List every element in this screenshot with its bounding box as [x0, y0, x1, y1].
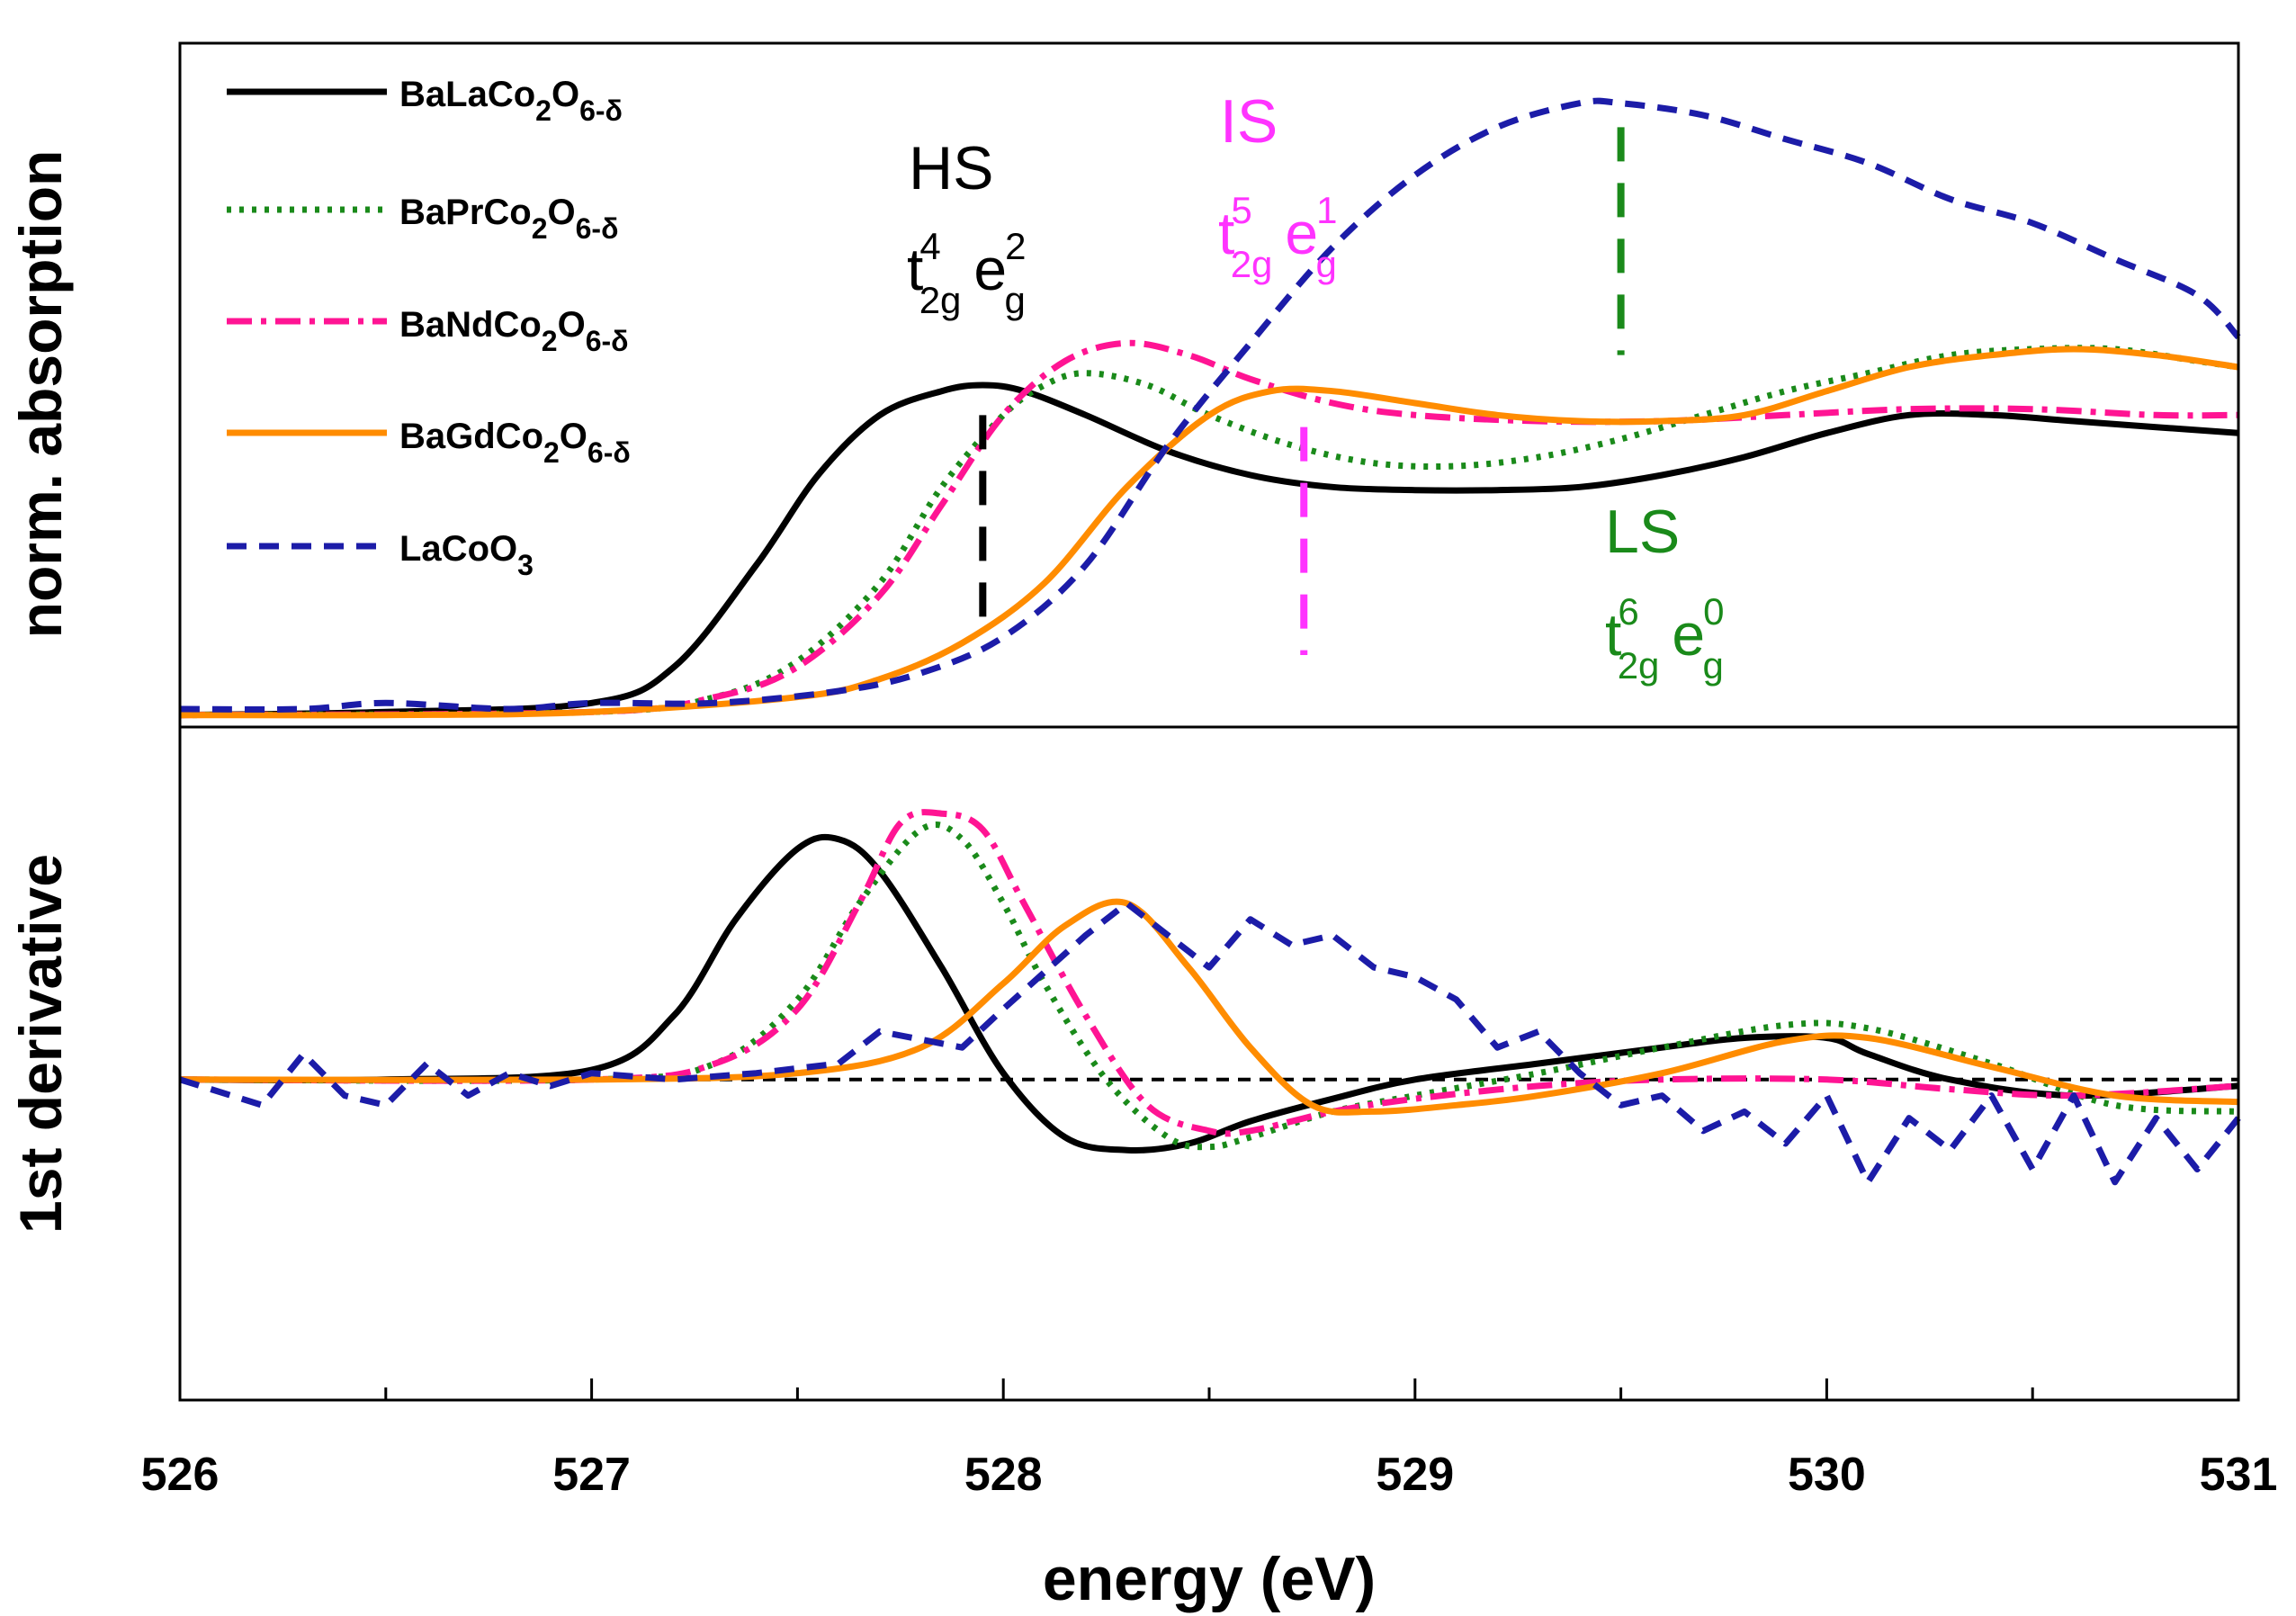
derivative-series-bandco: [179, 809, 2239, 1137]
legend-lacoo3-sub3: 3: [517, 549, 534, 581]
ls-e: e: [1672, 601, 1705, 668]
ls-e-sub: g: [1703, 644, 1724, 687]
legend-bagdco-O: O: [560, 417, 587, 456]
is-t-sup: 5: [1231, 189, 1251, 231]
x-tick-label: 526: [141, 1449, 220, 1501]
x-tick-label: 527: [552, 1449, 631, 1501]
legend: BaLaCo2O6-δ BaPrCo2O6-δ BaNdCo2O6-δ BaGd…: [227, 75, 631, 581]
legend-bandco-part1: BaNdCo: [399, 305, 542, 345]
legend-balaco-part1: BaLaCo: [399, 75, 535, 114]
legend-bandco-O: O: [558, 305, 586, 345]
legend-item-bandco: BaNdCo2O6-δ: [227, 305, 629, 357]
absorption-panel: [179, 97, 2241, 719]
hs-annotation: HS t4 2g e2 g: [907, 134, 1027, 321]
ls-e-sup: 0: [1703, 590, 1724, 633]
hs-t: t: [907, 236, 923, 302]
derivative-series-group: [178, 809, 2241, 1186]
hs-e-sub: g: [1005, 279, 1026, 321]
derivative-series-balaco: [179, 833, 2239, 1154]
hs-e-sup: 2: [1005, 225, 1026, 267]
absorption-series-bandco: [179, 339, 2239, 719]
is-configuration: t5 2g e1 g: [1218, 189, 1338, 285]
is-e-sup: 1: [1316, 189, 1337, 231]
x-tick-label: 531: [2200, 1449, 2278, 1501]
ls-annotation: LS t6 2g e0 g: [1605, 498, 1725, 687]
x-tick-label: 528: [964, 1449, 1043, 1501]
hs-configuration: t4 2g e2 g: [907, 225, 1027, 321]
legend-bandco-sub2: 2: [542, 325, 558, 357]
legend-label-bandco: BaNdCo2O6-δ: [399, 305, 629, 357]
hs-e: e: [973, 236, 1007, 302]
derivative-series-bagdco: [179, 898, 2239, 1116]
legend-balaco-sub2: 2: [535, 94, 552, 127]
legend-balaco-sub6d: 6-δ: [579, 94, 623, 127]
is-e-sub: g: [1316, 243, 1337, 285]
legend-baprco-sub6d: 6-δ: [576, 212, 619, 245]
is-t: t: [1218, 200, 1234, 266]
absorption-series-baprco: [179, 345, 2239, 719]
legend-item-balaco: BaLaCo2O6-δ: [227, 75, 623, 127]
is-e: e: [1285, 200, 1318, 266]
ls-t-sup: 6: [1618, 590, 1638, 633]
is-t-sub: 2g: [1231, 243, 1273, 285]
bottom-y-axis-title: 1st derivative: [7, 854, 74, 1234]
hs-label: HS: [909, 134, 993, 202]
legend-bagdco-sub2: 2: [543, 436, 560, 469]
legend-bandco-sub6d: 6-δ: [586, 325, 629, 357]
legend-label-baprco: BaPrCo2O6-δ: [399, 193, 618, 245]
ls-t: t: [1605, 601, 1621, 668]
x-axis-title: energy (eV): [1043, 1545, 1376, 1613]
legend-item-baprco: BaPrCo2O6-δ: [227, 193, 618, 245]
hs-t-sup: 4: [919, 225, 940, 267]
legend-baprco-part1: BaPrCo: [399, 193, 532, 232]
is-label: IS: [1220, 87, 1278, 156]
hs-t-sub: 2g: [919, 279, 962, 321]
spin-state-markers: [979, 127, 1625, 655]
x-axis-ticks: 526 527 528 529 530 531: [141, 1378, 2278, 1501]
legend-bagdco-part1: BaGdCo: [399, 417, 543, 456]
ls-configuration: t6 2g e0 g: [1605, 590, 1725, 687]
derivative-panel: [178, 809, 2241, 1186]
absorption-series-balaco: [179, 382, 2239, 719]
legend-item-bagdco: BaGdCo2O6-δ: [227, 417, 631, 469]
legend-lacoo3-part1: LaCoO: [399, 529, 517, 569]
legend-balaco-O: O: [552, 75, 579, 114]
derivative-series-lacoo3: [178, 900, 2241, 1186]
is-annotation: IS t5 2g e1 g: [1218, 87, 1338, 285]
legend-baprco-sub2: 2: [532, 212, 548, 245]
ls-t-sub: 2g: [1618, 644, 1660, 687]
legend-label-lacoo3: LaCoO3: [399, 529, 534, 581]
legend-bagdco-sub6d: 6-δ: [587, 436, 631, 469]
legend-baprco-O: O: [548, 193, 576, 232]
legend-label-bagdco: BaGdCo2O6-δ: [399, 417, 631, 469]
ls-label: LS: [1605, 498, 1680, 566]
top-y-axis-title: norm. absorption: [7, 150, 74, 639]
legend-label-balaco: BaLaCo2O6-δ: [399, 75, 623, 127]
legend-item-lacoo3: LaCoO3: [227, 529, 534, 581]
absorption-series-group: [179, 97, 2241, 719]
absorption-series-lacoo3: [179, 97, 2241, 713]
x-tick-label: 529: [1376, 1449, 1454, 1501]
x-tick-label: 530: [1788, 1449, 1866, 1501]
